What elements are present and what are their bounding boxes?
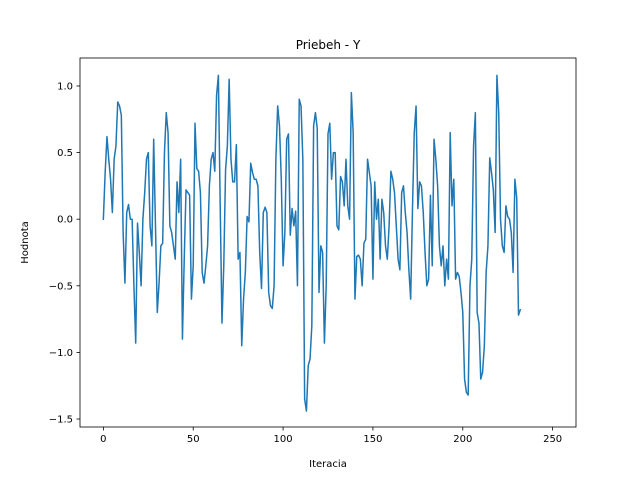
y-axis-label: Hodnota xyxy=(20,221,31,264)
y-tick-label: 0.5 xyxy=(57,148,73,159)
plot-frame xyxy=(79,57,577,428)
y-tick-label: 0.0 xyxy=(57,215,73,226)
x-tick-label: 100 xyxy=(274,434,293,445)
x-tick-label: 250 xyxy=(543,434,562,445)
y-tick-label: −1.5 xyxy=(49,415,73,426)
x-tick-label: 200 xyxy=(453,434,472,445)
plot-area xyxy=(79,57,577,428)
x-axis-ticks: 0 50 100 150 200 250 xyxy=(100,427,562,445)
x-tick-label: 150 xyxy=(363,434,382,445)
y-tick-label: −1.0 xyxy=(49,348,73,359)
series-line xyxy=(102,74,522,412)
y-axis-ticks: −1.5 −1.0 −0.5 0.0 0.5 1.0 xyxy=(49,81,80,426)
y-tick-label: 1.0 xyxy=(57,81,73,92)
x-tick-label: 50 xyxy=(187,434,200,445)
chart-title: Priebeh - Y xyxy=(296,38,361,52)
series-layer xyxy=(102,74,522,412)
x-tick-label: 0 xyxy=(100,434,106,445)
x-axis-label: Iteracia xyxy=(309,459,347,470)
y-tick-label: −0.5 xyxy=(49,281,73,292)
